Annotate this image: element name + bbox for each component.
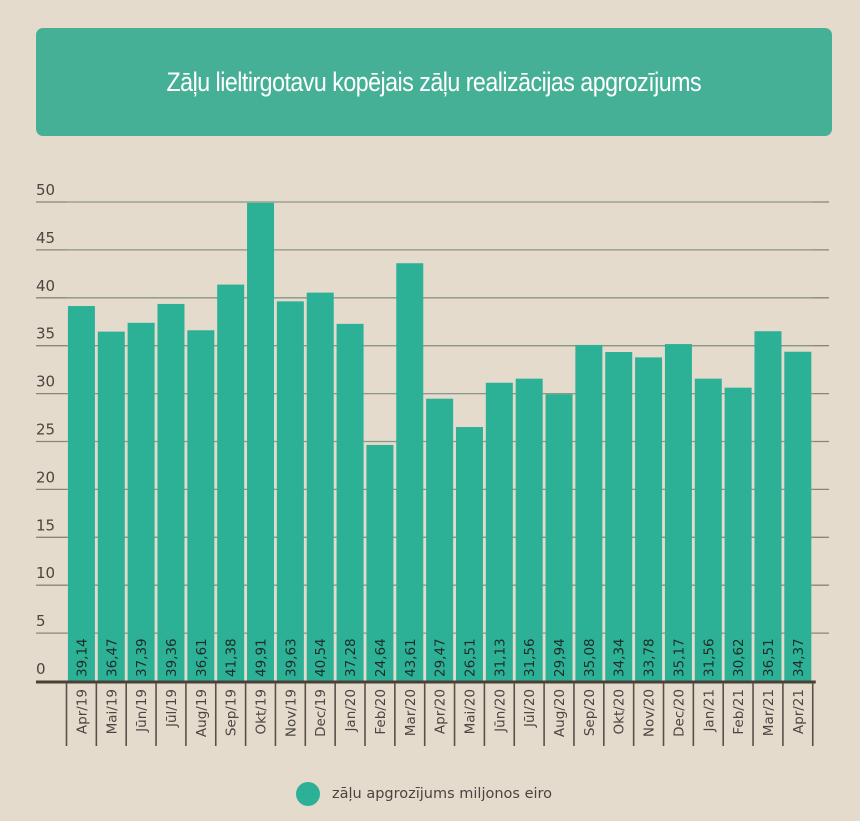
x-tick-label: Mar/21 <box>761 689 777 736</box>
x-tick-label: Apr/20 <box>433 689 449 734</box>
legend-label: zāļu apgrozījums miljonos eiro <box>332 786 553 802</box>
legend: zāļu apgrozījums miljonos eiro <box>296 782 552 806</box>
bar <box>545 394 573 681</box>
y-axis-ticks: 0 5 10 15 20 25 30 35 40 45 50 <box>36 181 55 678</box>
x-tick-label: Jūn/19 <box>134 689 150 733</box>
x-tick-label: Apr/21 <box>791 689 807 734</box>
x-tick-label: Jan/21 <box>701 689 717 733</box>
y-tick-label: 35 <box>36 325 55 343</box>
value-label: 36,61 <box>194 638 210 677</box>
value-label: 39,63 <box>283 638 299 677</box>
value-label: 33,78 <box>642 638 658 677</box>
bar <box>306 292 334 681</box>
bar <box>724 387 752 681</box>
bar <box>247 202 275 682</box>
x-tick-label: Sep/19 <box>224 689 240 736</box>
x-tick-label: Aug/20 <box>552 689 568 737</box>
y-tick-label: 10 <box>36 564 55 582</box>
bar <box>366 444 394 681</box>
value-label: 43,61 <box>403 638 419 677</box>
value-label: 37,28 <box>343 638 359 677</box>
y-tick-label: 5 <box>36 612 46 630</box>
value-label: 36,51 <box>761 638 777 677</box>
bar <box>455 427 483 681</box>
value-labels: 39,14 36,47 37,39 39,36 36,61 41,38 49,91 39,63… <box>74 638 806 677</box>
bar <box>67 306 95 681</box>
value-label: 30,62 <box>731 638 747 677</box>
bar <box>276 301 304 681</box>
value-label: 24,64 <box>373 638 389 677</box>
x-tick-label: Jūl/20 <box>522 689 538 728</box>
y-tick-label: 45 <box>36 229 55 247</box>
x-tick-label: Nov/19 <box>283 689 299 737</box>
bar <box>336 323 364 681</box>
bar <box>635 357 663 681</box>
x-tick-label: Mai/20 <box>462 689 478 734</box>
bar <box>426 398 454 681</box>
legend-circle-icon <box>296 782 320 806</box>
bar <box>784 351 812 681</box>
bars <box>67 202 812 682</box>
title-banner: Zāļu lieltirgotavu kopējais zāļu realizā… <box>36 28 832 136</box>
x-tick-label: Feb/20 <box>373 689 389 735</box>
value-label: 49,91 <box>254 638 270 677</box>
x-tick-label: Dec/20 <box>671 689 687 737</box>
x-tick-label: Nov/20 <box>642 689 658 737</box>
value-label: 35,08 <box>582 638 598 677</box>
x-axis <box>36 680 816 746</box>
y-tick-label: 0 <box>36 660 46 678</box>
value-label: 40,54 <box>313 638 329 677</box>
x-tick-label: Feb/21 <box>731 689 747 735</box>
y-tick-label: 20 <box>36 468 55 486</box>
y-tick-label: 30 <box>36 373 55 391</box>
x-tick-label: Apr/19 <box>74 689 90 734</box>
x-axis-labels: Apr/19 Mai/19 Jūn/19 Jūl/19 Aug/19 Sep/19 Okt/… <box>74 689 806 737</box>
bar <box>605 352 633 681</box>
bar <box>217 284 245 681</box>
bar <box>575 344 603 681</box>
value-label: 31,13 <box>492 638 508 677</box>
chart-title: Zāļu lieltirgotavu kopējais zāļu realizā… <box>166 66 702 97</box>
bar <box>694 378 722 681</box>
x-tick-label: Okt/20 <box>612 689 628 734</box>
bar <box>187 330 215 681</box>
bar <box>97 331 125 681</box>
y-tick-label: 50 <box>36 181 55 199</box>
x-tick-label: Mar/20 <box>403 689 419 736</box>
x-tick-label: Okt/19 <box>254 689 270 734</box>
bar <box>157 303 185 681</box>
x-tick-label: Jūl/19 <box>164 689 180 728</box>
bar <box>515 378 543 681</box>
value-label: 37,39 <box>134 638 150 677</box>
value-label: 41,38 <box>224 638 240 677</box>
x-tick-label: Jūn/20 <box>492 689 508 733</box>
y-tick-label: 25 <box>36 421 55 439</box>
x-tick-label: Dec/19 <box>313 689 329 737</box>
value-label: 36,47 <box>104 638 120 677</box>
value-label: 29,94 <box>552 638 568 677</box>
x-tick-label: Mai/19 <box>104 689 120 734</box>
y-tick-label: 40 <box>36 277 55 295</box>
x-tick-label: Aug/19 <box>194 689 210 737</box>
value-label: 31,56 <box>522 638 538 677</box>
x-tick-label: Jan/20 <box>343 689 359 733</box>
bar <box>127 322 155 681</box>
value-label: 39,36 <box>164 638 180 677</box>
value-label: 34,34 <box>612 638 628 677</box>
value-label: 29,47 <box>433 638 449 677</box>
x-tick-label: Sep/20 <box>582 689 598 736</box>
bar <box>485 382 513 681</box>
bar <box>396 263 424 681</box>
value-label: 39,14 <box>74 638 90 677</box>
value-label: 34,37 <box>791 638 807 677</box>
y-tick-label: 15 <box>36 516 55 534</box>
bar <box>754 331 782 681</box>
bar <box>664 344 692 681</box>
value-label: 26,51 <box>462 638 478 677</box>
value-label: 35,17 <box>671 638 687 677</box>
value-label: 31,56 <box>701 638 717 677</box>
